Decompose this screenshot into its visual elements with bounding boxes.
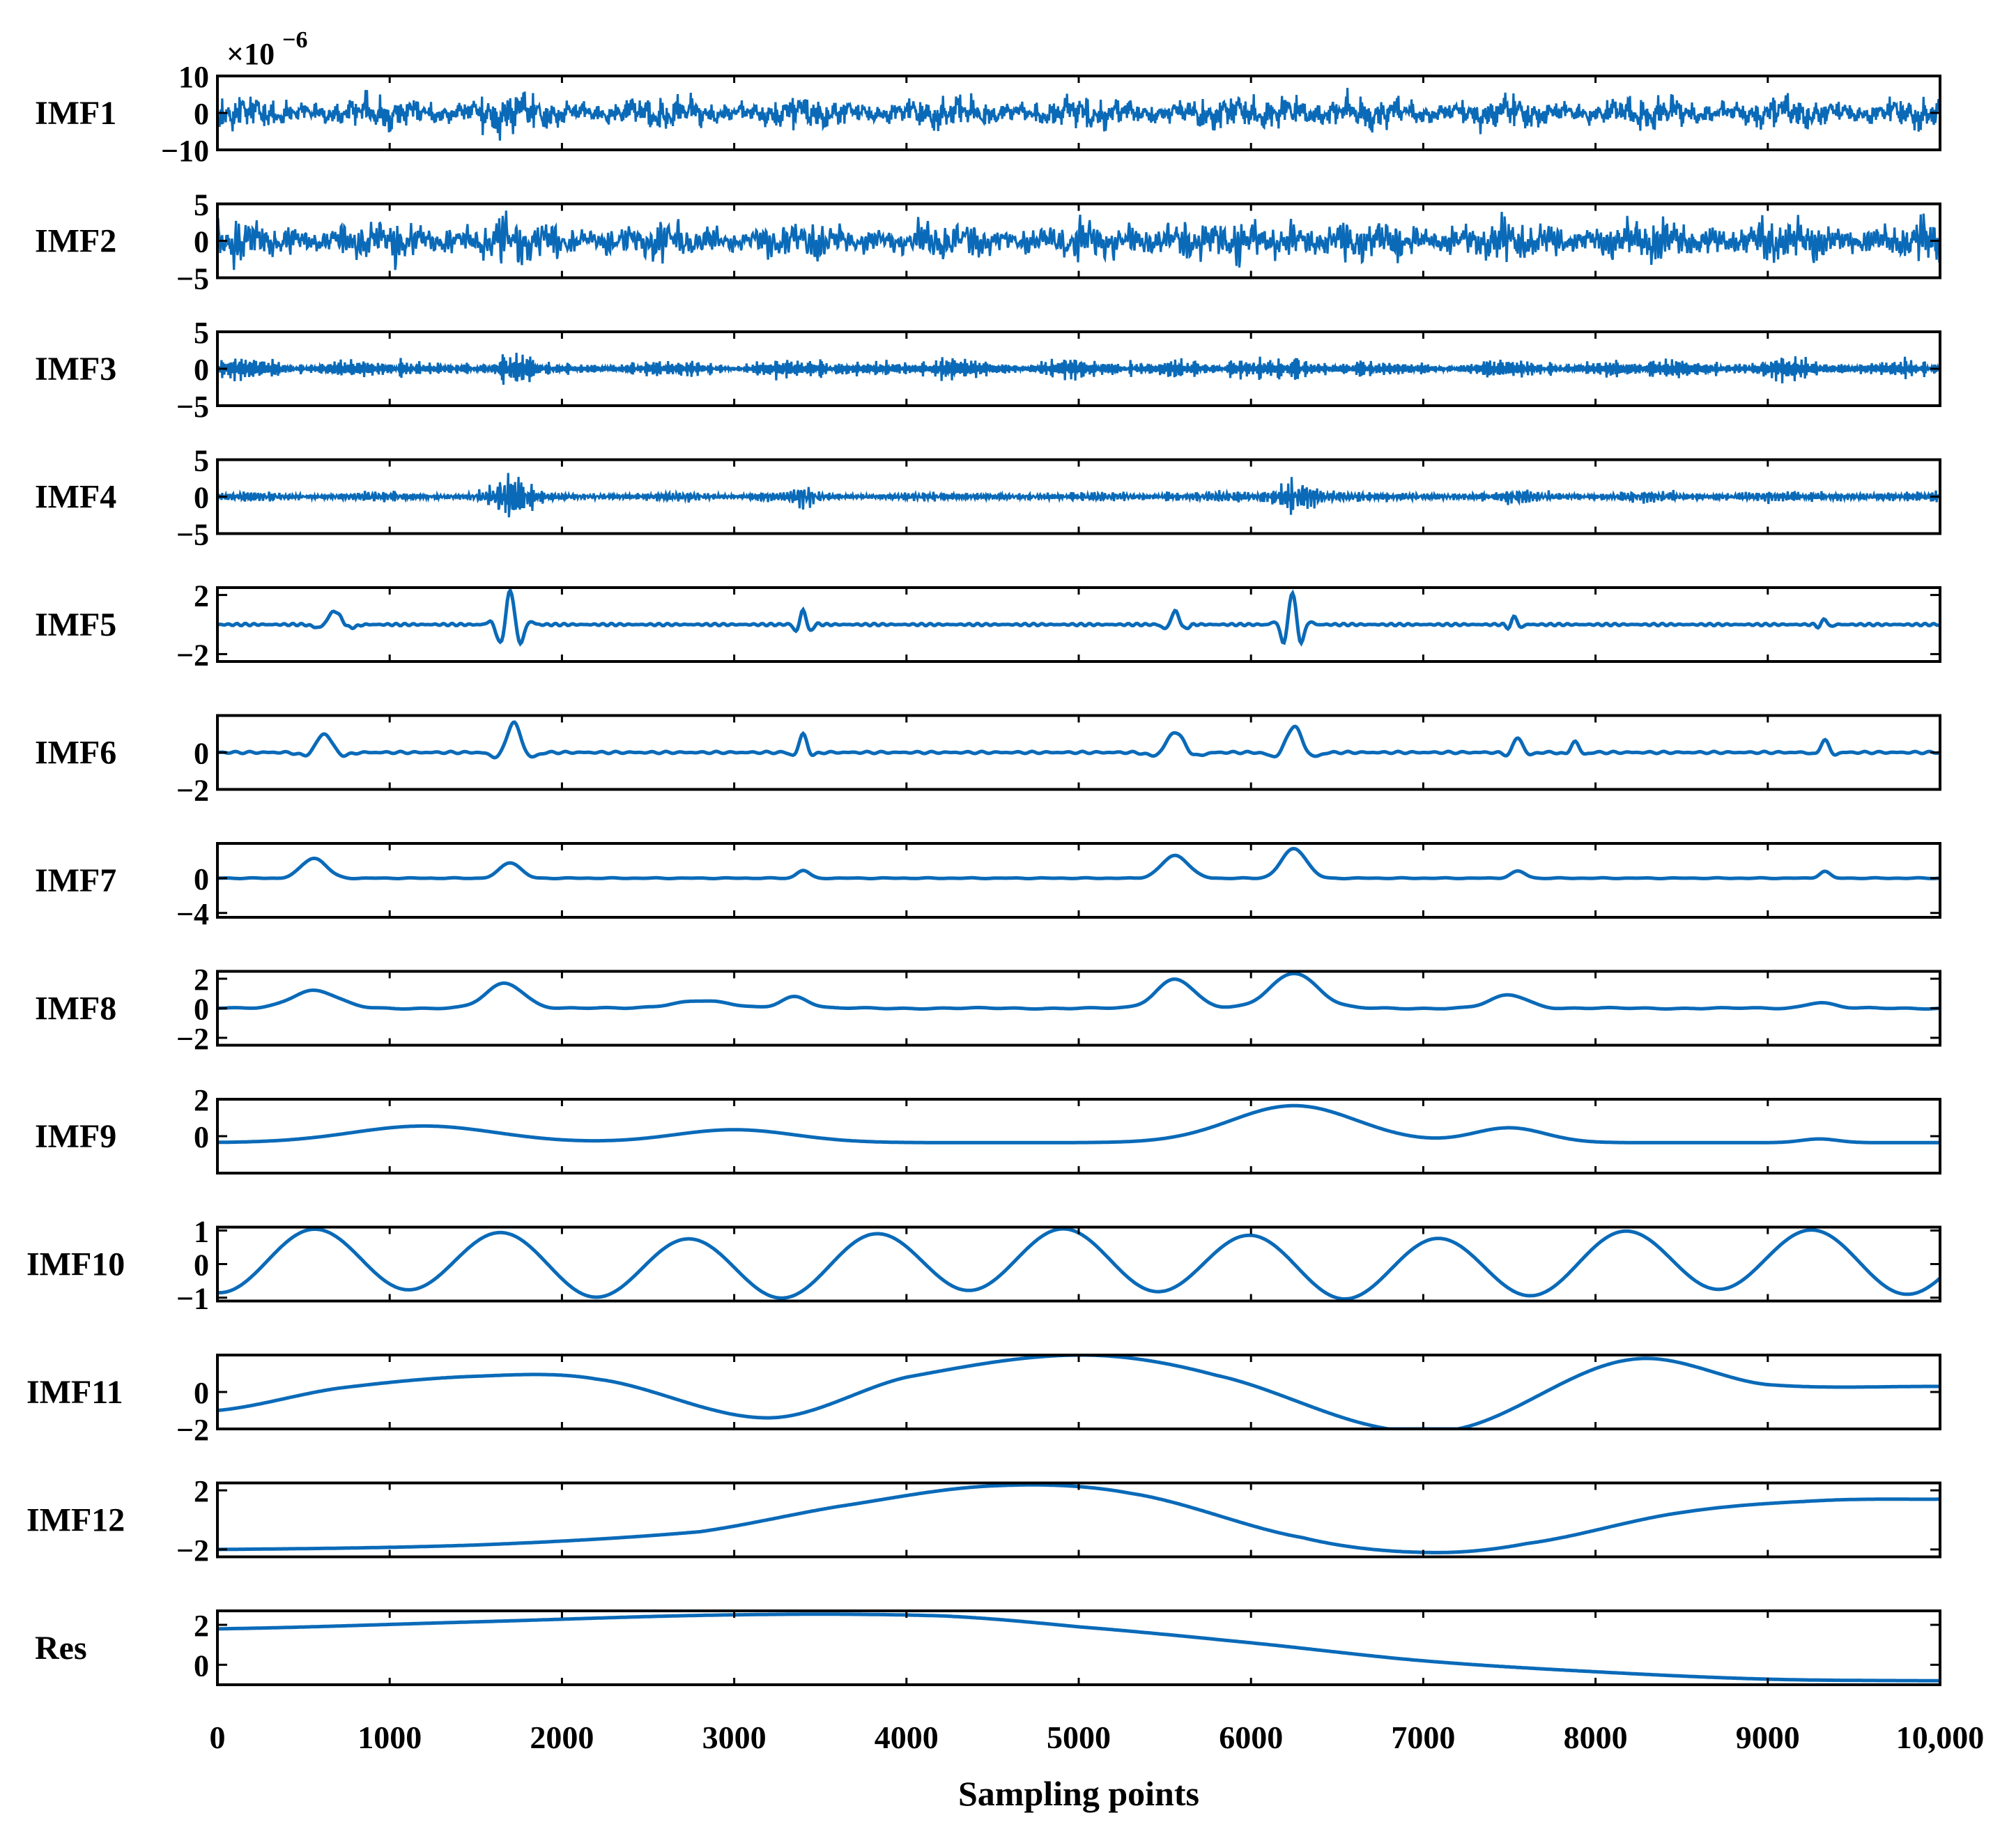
panel-label-imf10: IMF10 bbox=[26, 1246, 125, 1283]
y-tick-label: −2 bbox=[176, 1022, 209, 1056]
y-tick-label: 0 bbox=[194, 1120, 209, 1154]
y-tick-label: 0 bbox=[194, 225, 209, 259]
panel-label-imf11: IMF11 bbox=[26, 1374, 123, 1411]
panel-imf9: 20 IMF9 bbox=[35, 1083, 1941, 1175]
panel-label-imf4: IMF4 bbox=[35, 479, 116, 516]
y-tick-label: −4 bbox=[176, 897, 209, 931]
y-tick-label: −5 bbox=[176, 262, 209, 296]
panel-imf4: 50−5 IMF4 bbox=[35, 444, 1941, 552]
y-tick-label: 2 bbox=[194, 579, 209, 613]
shared-x-axis: 0 1000 2000 3000 4000 5000 6000 7000 8000 9000 10,… bbox=[210, 1720, 1985, 1755]
y-tick-label: −1 bbox=[176, 1282, 209, 1316]
y-exponent-label: ×10 −6 bbox=[226, 27, 307, 71]
y-tick-label: 5 bbox=[194, 188, 209, 222]
panel-frame bbox=[216, 1225, 1941, 1303]
x-tick-label: 2000 bbox=[530, 1720, 594, 1755]
panel-label-imf1: IMF1 bbox=[35, 95, 116, 132]
x-tick-label: 9000 bbox=[1736, 1720, 1800, 1755]
y-tick-label: 0 bbox=[194, 1248, 209, 1283]
panel-frame bbox=[216, 1354, 1941, 1430]
x-tick-label: 4000 bbox=[875, 1720, 939, 1755]
y-tick-label: 5 bbox=[194, 316, 209, 350]
panel-label-imf12: IMF12 bbox=[26, 1502, 125, 1539]
x-tick-label: 0 bbox=[210, 1720, 226, 1755]
series-line-imf12 bbox=[217, 1483, 1940, 1554]
panel-label-imf6: IMF6 bbox=[35, 735, 116, 772]
y-tick-label: −5 bbox=[176, 518, 209, 552]
series-line-imf5 bbox=[217, 588, 1940, 647]
x-tick-label: 8000 bbox=[1564, 1720, 1628, 1755]
panel-label-res: Res bbox=[35, 1630, 87, 1667]
panel-label-imf3: IMF3 bbox=[35, 351, 116, 388]
panel-imf12: 2 −2 IMF12 bbox=[26, 1474, 1941, 1568]
panel-imf8: 20−2 IMF8 bbox=[35, 963, 1941, 1056]
series-line-imf1 bbox=[217, 87, 1940, 141]
panel-imf11: 0−2 IMF11 bbox=[26, 1354, 1941, 1447]
series-line-imf10 bbox=[217, 1227, 1940, 1301]
panel-label-imf9: IMF9 bbox=[35, 1118, 116, 1155]
y-tick-label: 2 bbox=[194, 1474, 209, 1508]
y-tick-label: 0 bbox=[194, 1376, 209, 1410]
x-tick-label: 3000 bbox=[702, 1720, 767, 1755]
series-line-imf7 bbox=[217, 846, 1940, 881]
x-tick-label: 10,000 bbox=[1896, 1720, 1985, 1755]
panel-frame bbox=[216, 1098, 1941, 1175]
y-tick-label: 0 bbox=[194, 97, 209, 131]
y-tick-label: 0 bbox=[194, 737, 209, 771]
series-line-imf8 bbox=[217, 972, 1940, 1011]
series-line-imf2 bbox=[217, 211, 1940, 270]
panel-imf7: 0−4 IMF7 bbox=[35, 842, 1941, 931]
series-line-imf9 bbox=[217, 1103, 1940, 1145]
y-tick-label: 2 bbox=[194, 963, 209, 997]
y-tick-label: 0 bbox=[194, 353, 209, 387]
x-tick-label: 1000 bbox=[357, 1720, 422, 1755]
panel-imf2: 50−5 IMF2 bbox=[35, 188, 1941, 296]
panel-res: 2 0 Res bbox=[35, 1609, 1941, 1686]
y-tick-label: −5 bbox=[176, 390, 209, 424]
x-tick-label: 6000 bbox=[1219, 1720, 1283, 1755]
series-line-imf11 bbox=[217, 1355, 1940, 1429]
panel-label-imf2: IMF2 bbox=[35, 223, 116, 260]
y-tick-label: 5 bbox=[194, 444, 209, 478]
panel-imf6: 0−2 IMF6 bbox=[35, 714, 1941, 808]
y-tick-label: 2 bbox=[194, 1609, 209, 1643]
panel-frame bbox=[216, 842, 1941, 919]
y-tick-label: 0 bbox=[194, 1648, 209, 1683]
y-tick-label: 0 bbox=[194, 481, 209, 515]
y-tick-label: −2 bbox=[176, 1533, 209, 1568]
y-tick-label: 0 bbox=[194, 993, 209, 1027]
y-tick-label: −2 bbox=[176, 1413, 209, 1447]
y-tick-label: 2 bbox=[194, 1083, 209, 1117]
panel-label-imf8: IMF8 bbox=[35, 990, 116, 1027]
y-tick-label: 1 bbox=[194, 1214, 209, 1248]
series-line-imf3 bbox=[217, 352, 1940, 385]
panel-imf1: 100−10 IMF1 bbox=[35, 60, 1941, 168]
y-tick-label: −10 bbox=[161, 134, 209, 168]
y-exponent-power: −6 bbox=[282, 27, 307, 53]
y-tick-label: −2 bbox=[176, 774, 209, 808]
x-tick-label: 7000 bbox=[1391, 1720, 1455, 1755]
panel-imf3: 50−5 IMF3 bbox=[35, 316, 1941, 424]
series-line-res bbox=[217, 1612, 1940, 1683]
panel-imf5: 2 −2 IMF5 bbox=[35, 579, 1941, 672]
panel-label-imf7: IMF7 bbox=[35, 862, 116, 899]
series-line-imf4 bbox=[217, 473, 1940, 518]
y-tick-label: −2 bbox=[176, 638, 209, 672]
x-tick-label: 5000 bbox=[1047, 1720, 1111, 1755]
series-line-imf6 bbox=[217, 720, 1940, 760]
x-axis-label: Sampling points bbox=[958, 1774, 1199, 1813]
panel-imf10: 10−1 IMF10 bbox=[26, 1214, 1941, 1316]
panel-label-imf5: IMF5 bbox=[35, 606, 116, 643]
y-tick-label: 0 bbox=[194, 862, 209, 896]
y-exponent-base: ×10 bbox=[226, 37, 275, 71]
imf-panels: 100−10IMF150−5IMF250−5IMF350−5IMF42−2IMF… bbox=[26, 60, 1941, 1686]
y-tick-label: 10 bbox=[178, 60, 209, 94]
